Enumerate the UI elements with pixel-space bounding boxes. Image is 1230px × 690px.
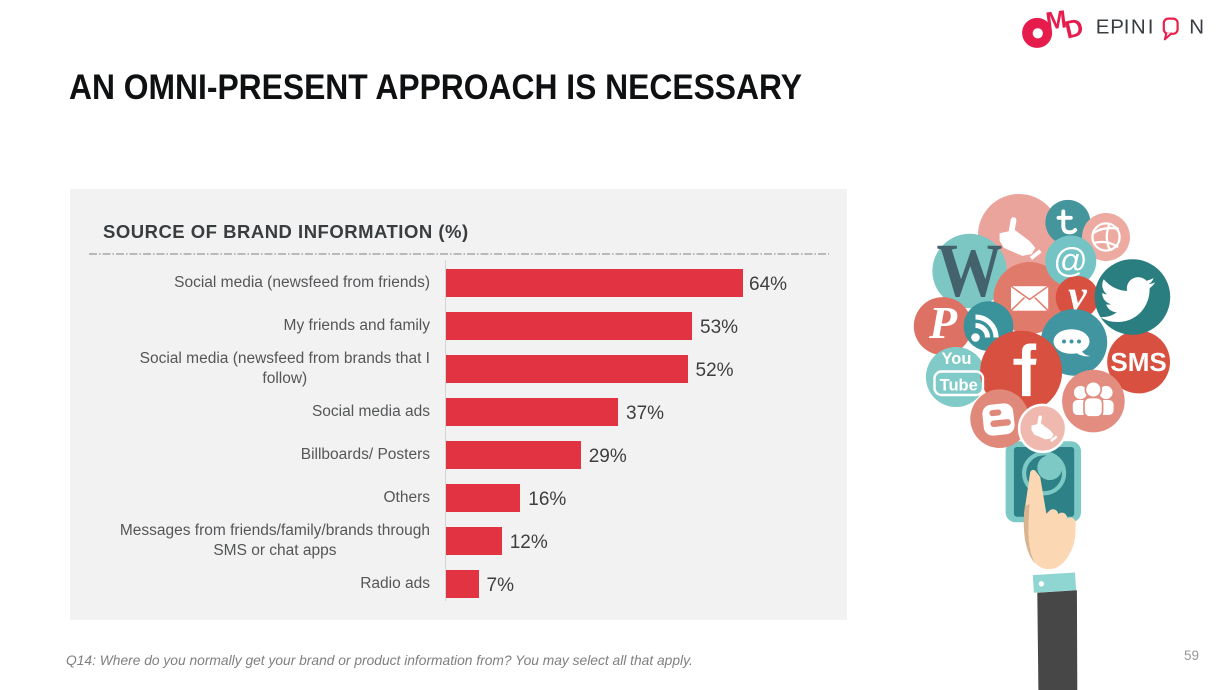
svg-text:@: @ <box>1053 242 1088 280</box>
svg-text:N: N <box>1189 16 1204 39</box>
svg-text:P: P <box>928 297 958 348</box>
svg-text:N: N <box>1131 16 1146 39</box>
svg-text:Tube: Tube <box>940 377 978 395</box>
svg-text:You: You <box>942 350 972 368</box>
svg-text:I: I <box>1148 16 1154 39</box>
svg-text:D: D <box>1062 13 1086 44</box>
svg-text:v: v <box>1068 273 1088 319</box>
svg-text:W: W <box>937 230 1003 313</box>
svg-text:P: P <box>1110 16 1124 39</box>
svg-text:E: E <box>1096 16 1110 39</box>
svg-text:I: I <box>1124 16 1130 39</box>
svg-text:SMS: SMS <box>1110 347 1166 377</box>
svg-text:M: M <box>1044 5 1068 35</box>
